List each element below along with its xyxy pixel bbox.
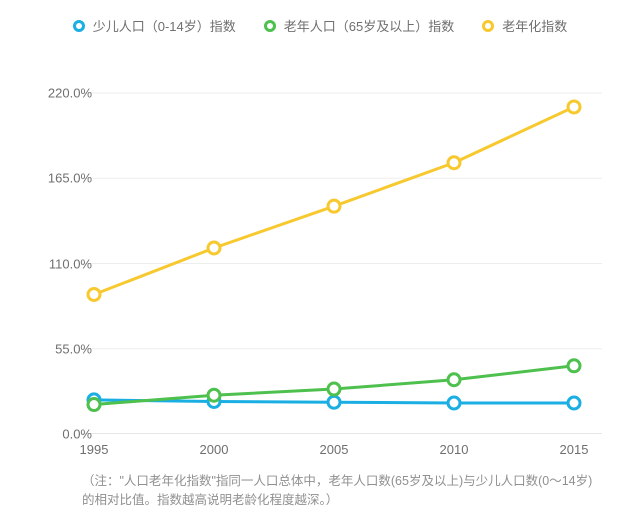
legend-label: 老年人口（65岁及以上）指数: [284, 16, 454, 35]
x-tick-label: 2010: [440, 442, 469, 457]
legend-item-elderly: 老年人口（65岁及以上）指数: [264, 16, 454, 35]
x-tick-label: 2000: [200, 442, 229, 457]
x-tick-label: 2015: [560, 442, 589, 457]
footnote-text: （注："人口老年化指数"指同一人口总体中，老年人口数(65岁及以上)与少儿人口数…: [82, 472, 600, 511]
children-marker-icon: [73, 20, 85, 32]
y-tick-label: 0.0%: [22, 427, 92, 442]
legend-item-aging: 老年化指数: [482, 16, 567, 35]
legend-label: 少儿人口（0-14岁）指数: [93, 16, 236, 35]
aging-marker-icon: [482, 20, 494, 32]
plot-area: [82, 54, 602, 434]
legend-label: 老年化指数: [502, 16, 567, 35]
legend-item-children: 少儿人口（0-14岁）指数: [73, 16, 236, 35]
y-tick-label: 110.0%: [22, 256, 92, 271]
legend: 少儿人口（0-14岁）指数 老年人口（65岁及以上）指数 老年化指数: [0, 16, 640, 35]
x-tick-label: 1995: [80, 442, 109, 457]
chart-container: 少儿人口（0-14岁）指数 老年人口（65岁及以上）指数 老年化指数 （注："人口老…: [0, 0, 640, 521]
elderly-marker-icon: [264, 20, 276, 32]
x-tick-label: 2005: [320, 442, 349, 457]
y-tick-label: 220.0%: [22, 86, 92, 101]
y-tick-label: 165.0%: [22, 171, 92, 186]
y-tick-label: 55.0%: [22, 341, 92, 356]
